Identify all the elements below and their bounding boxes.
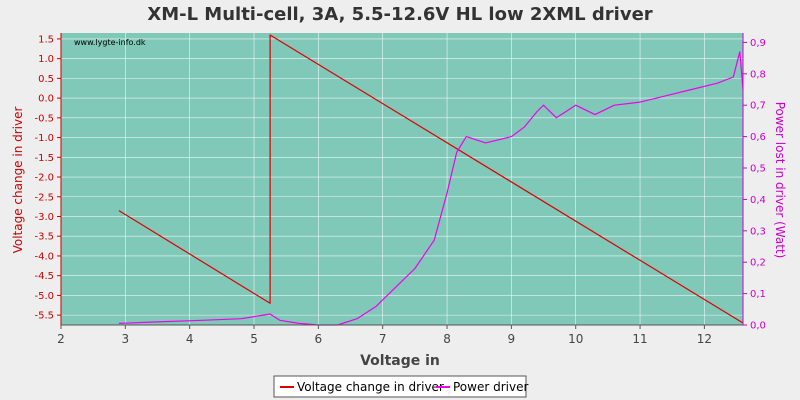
x-tick-label-0: 2 <box>57 332 65 346</box>
grid <box>60 33 743 325</box>
y-tick-label-3: 0.0 <box>38 94 54 105</box>
y2-tick-label-8: 0,1 <box>750 289 766 300</box>
y-axis-label: Voltage change in driver <box>11 107 25 254</box>
tick-labels: 2 3 4 5 6 7 8 9 10 11 12 1.5 1.0 0.5 0.0 -0.5 -1.0 -1.5 -2… <box>34 34 765 346</box>
legend-label-power-driver: Power driver <box>453 380 528 394</box>
legend-label-voltage-change: Voltage change in driver <box>297 380 444 394</box>
series-layer <box>118 34 744 326</box>
x-tick-label-10: 12 <box>697 332 712 346</box>
x-tick-label-2: 4 <box>186 332 194 346</box>
x-tick-label-8: 10 <box>568 332 583 346</box>
y2-axis-label: Power lost in driver (Watt) <box>773 102 787 259</box>
y2-tick-label-0: 0,9 <box>750 38 766 49</box>
y2-tick-label-7: 0,2 <box>750 258 766 269</box>
legend: Voltage change in driver Power driver <box>273 375 528 398</box>
y-tick-label-12: -4.5 <box>34 271 54 282</box>
watermark: www.lygte-info.dk <box>74 38 146 47</box>
y-tick-label-7: -2.0 <box>34 173 54 184</box>
y-tick-label-11: -4.0 <box>34 251 54 262</box>
y-tick-label-8: -2.5 <box>34 192 54 203</box>
y2-tick-label-3: 0,6 <box>750 132 766 143</box>
y-tick-label-13: -5.0 <box>34 291 54 302</box>
x-tick-label-6: 8 <box>443 332 451 346</box>
y-tick-label-10: -3.5 <box>34 232 54 243</box>
x-tick-label-9: 11 <box>632 332 647 346</box>
y-tick-label-4: -0.5 <box>34 113 54 124</box>
x-tick-label-4: 6 <box>315 332 323 346</box>
x-axis-label: Voltage in <box>360 353 440 369</box>
x-tick-label-1: 3 <box>122 332 130 346</box>
y-tick-label-9: -3.0 <box>34 212 54 223</box>
y-tick-label-14: -5.5 <box>34 311 54 322</box>
y2-tick-label-2: 0,7 <box>750 101 766 112</box>
y2-tick-label-5: 0,4 <box>750 195 766 206</box>
axes <box>57 33 747 329</box>
y-tick-label-1: 1.0 <box>38 54 54 65</box>
series-line-voltage-change <box>118 34 744 324</box>
x-tick-label-7: 9 <box>508 332 516 346</box>
y2-tick-label-4: 0,5 <box>750 164 766 175</box>
x-tick-label-3: 5 <box>250 332 258 346</box>
x-tick-label-5: 7 <box>379 332 387 346</box>
y-tick-label-6: -1.5 <box>34 153 54 164</box>
series-line-power-driver <box>118 51 744 326</box>
y2-tick-label-6: 0,3 <box>750 226 766 237</box>
chart-title: XM-L Multi-cell, 3A, 5.5-12.6V HL low 2X… <box>147 4 652 25</box>
y2-tick-label-9: 0,0 <box>750 321 766 332</box>
y2-tick-label-1: 0,8 <box>750 69 766 80</box>
y-tick-label-0: 1.5 <box>38 34 54 45</box>
y-tick-label-2: 0.5 <box>38 74 54 85</box>
plot-area <box>61 33 743 325</box>
legend-box <box>273 375 527 398</box>
y-tick-label-5: -1.0 <box>34 133 54 144</box>
